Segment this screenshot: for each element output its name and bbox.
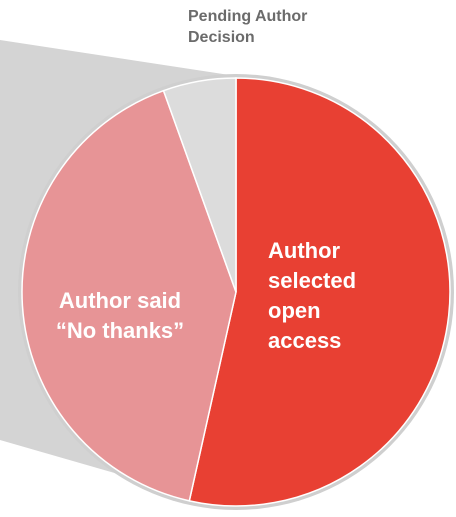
pie-slice-2 xyxy=(162,77,237,293)
pie-labels: Author selected open access Author said “No t… xyxy=(56,8,356,353)
slice-label-line: Author xyxy=(268,238,341,263)
slice-label-1: Author said “No thanks” xyxy=(56,288,184,343)
slice-label-line: open xyxy=(268,298,321,323)
slice-label-line: Decision xyxy=(188,29,255,46)
slice-label-0: Author selected open access xyxy=(268,238,356,353)
slice-label-line: Pending Author xyxy=(188,8,307,25)
slice-label-line: Author said xyxy=(59,288,181,313)
slice-label-line: access xyxy=(268,328,341,353)
pie-slice-1 xyxy=(21,89,237,502)
slice-label-2: Pending Author Decision xyxy=(188,8,307,46)
slice-label-line: selected xyxy=(268,268,356,293)
pie-slices xyxy=(21,77,451,507)
slice-label-line: “No thanks” xyxy=(56,318,184,343)
pie-slice-0 xyxy=(188,77,451,507)
